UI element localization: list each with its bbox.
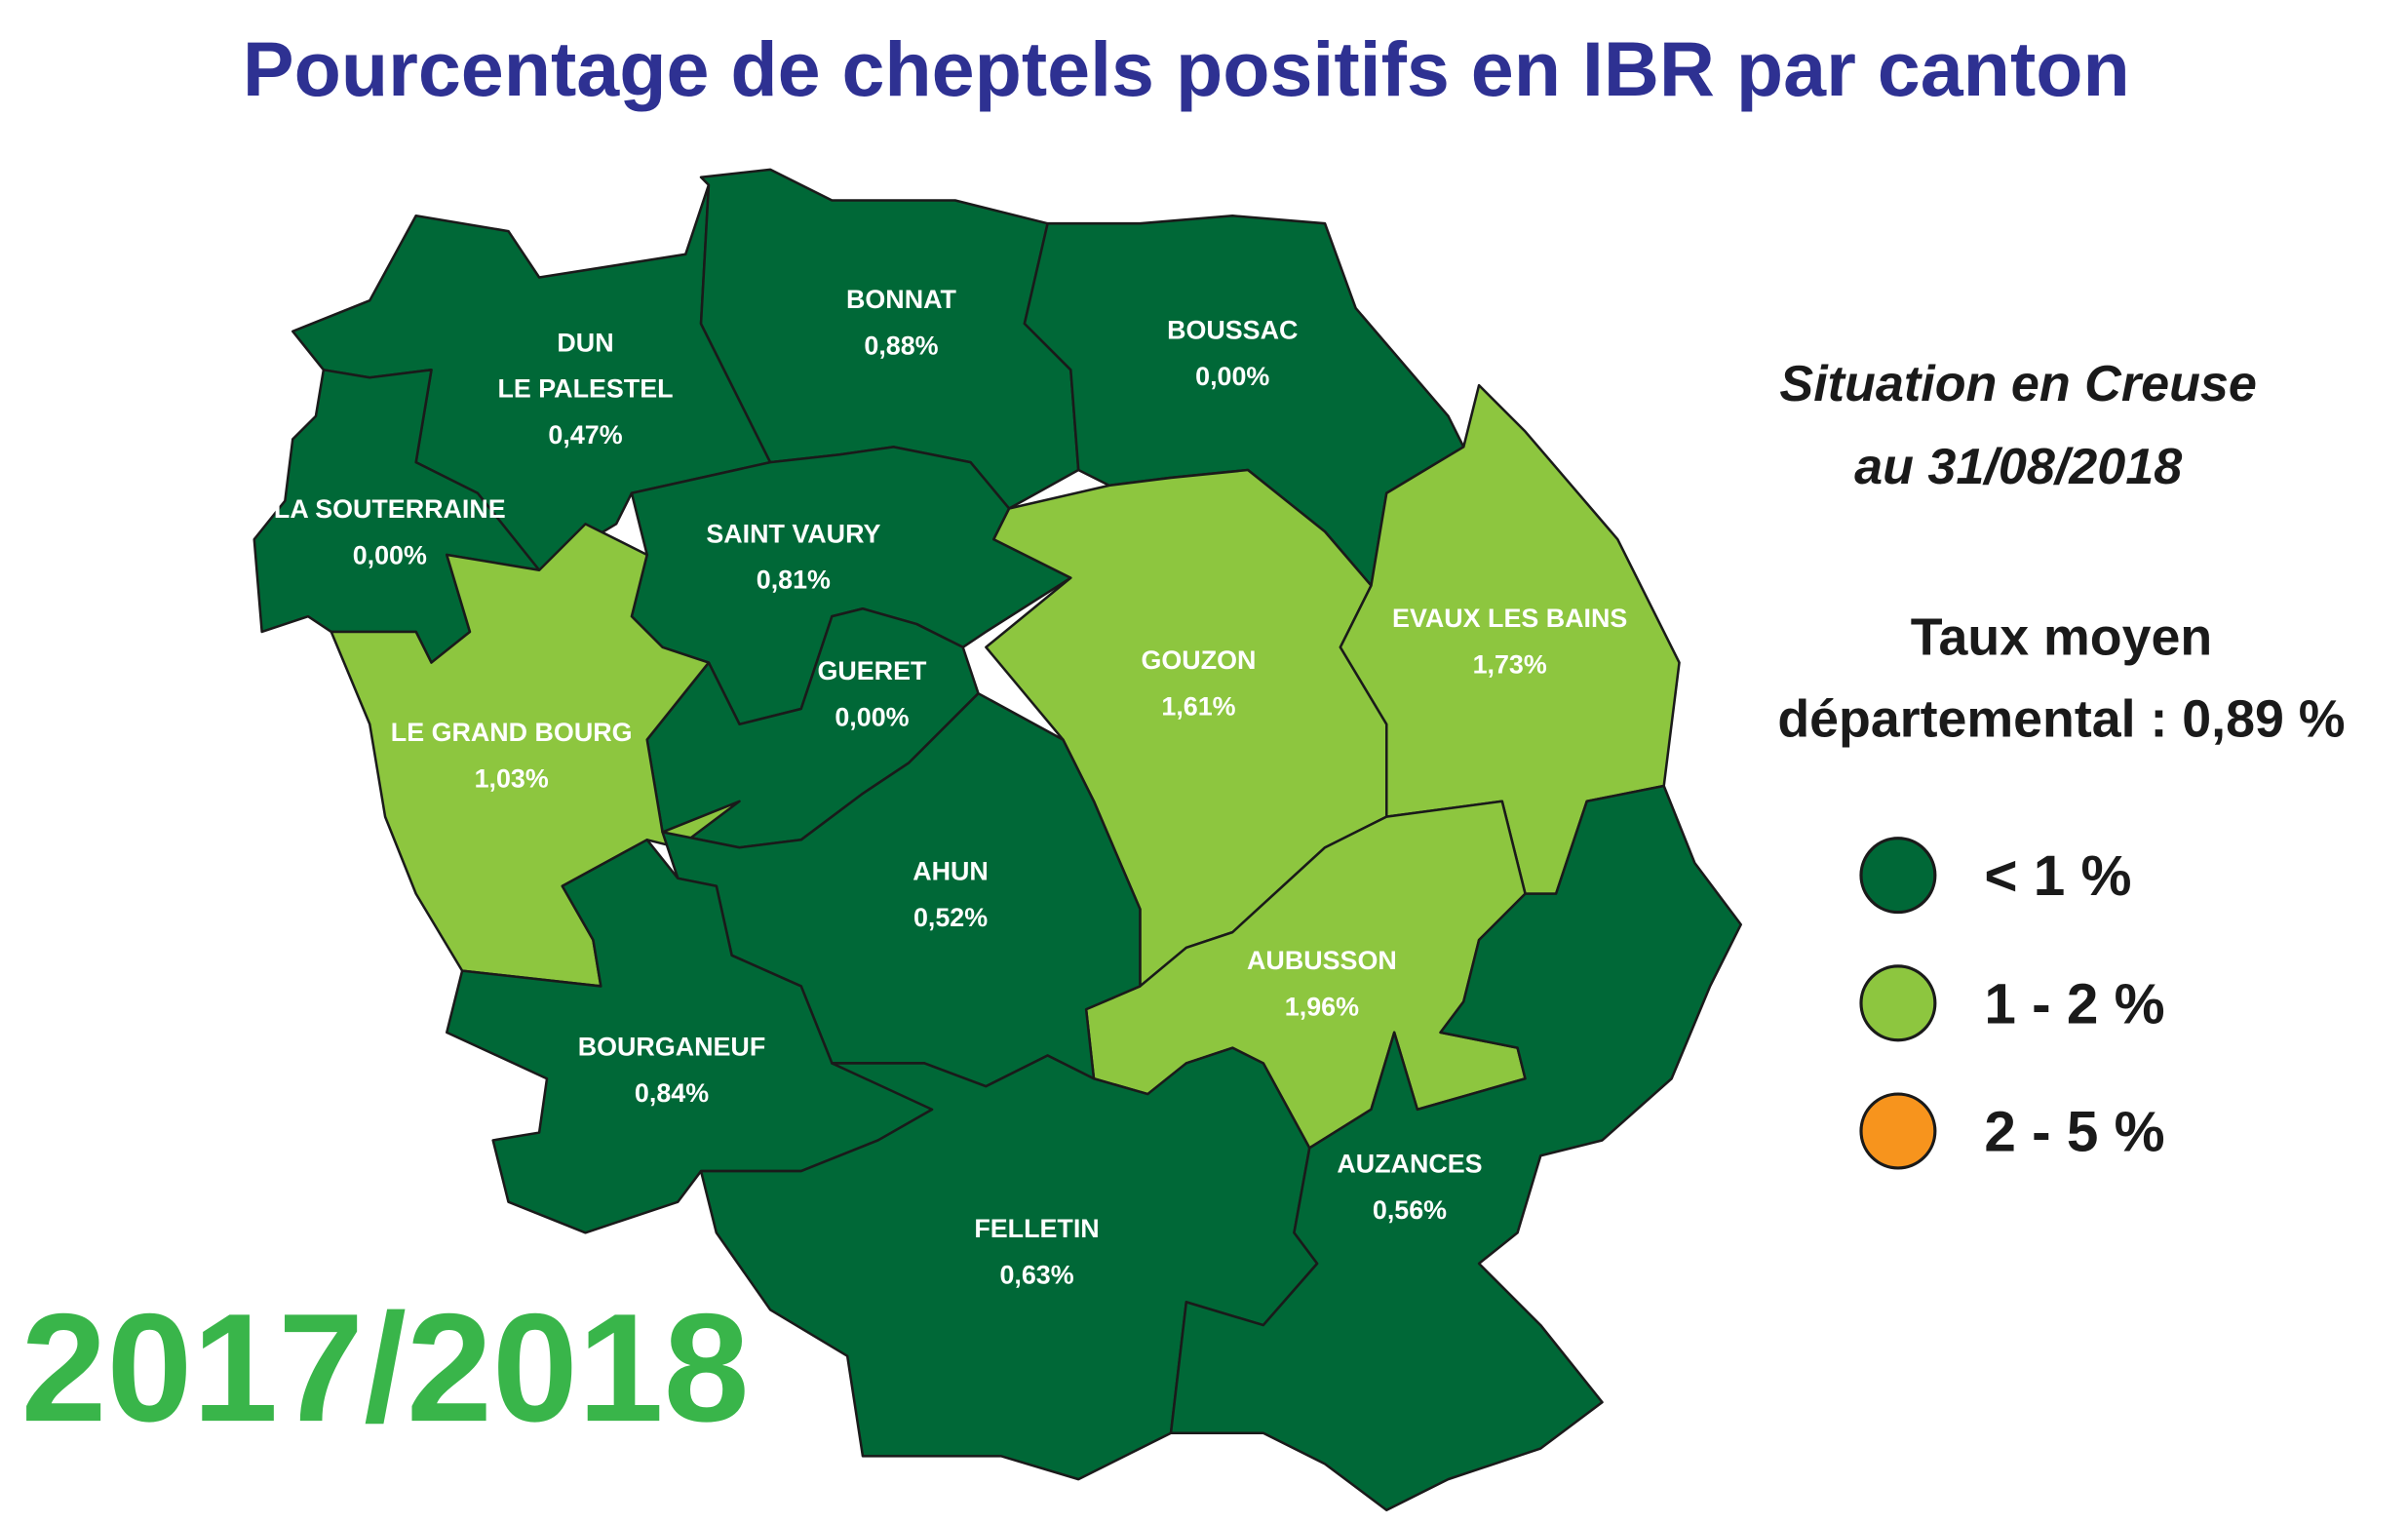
canton-area (1169, 784, 1742, 1511)
canton-value: 0,00% (835, 702, 909, 731)
canton-name: DUN (557, 328, 613, 357)
canton-value: 1,03% (475, 764, 549, 794)
legend-label: 2 - 5 % (1984, 1101, 2164, 1164)
canton-value: 0,00% (1195, 362, 1269, 391)
canton-value: 0,88% (864, 332, 938, 361)
canton-name: FELLETIN (974, 1214, 1099, 1243)
canton-name: AHUN (913, 856, 989, 885)
canton-value: 0,52% (913, 903, 988, 932)
legend-swatch (1859, 1092, 1937, 1170)
legend-swatch (1859, 837, 1937, 915)
canton-value: 1,96% (1285, 992, 1359, 1021)
legend-label: < 1 % (1984, 844, 2131, 908)
canton-value: 1,73% (1473, 650, 1547, 680)
canton-value: 0,00% (353, 540, 427, 569)
situation-line: au 31/08/2018 (1854, 439, 2182, 495)
canton-value: 0,47% (548, 420, 622, 449)
canton-name: GOUZON (1142, 645, 1257, 675)
canton-name: GUERET (817, 656, 927, 685)
canton-name: LA SOUTERRAINE (274, 494, 506, 524)
canton-name: AUBUSSON (1247, 946, 1397, 975)
canton-value: 0,63% (999, 1260, 1073, 1289)
canton-name: BOUSSAC (1167, 316, 1298, 345)
average-line: départemental : 0,89 % (1777, 689, 2345, 748)
canton-name: AUZANCES (1337, 1150, 1482, 1179)
canton-area (330, 523, 741, 988)
legend-label: 1 - 2 % (1984, 972, 2164, 1036)
canton-name: EVAUX LES BAINS (1392, 604, 1627, 633)
average-line: Taux moyen (1911, 608, 2212, 667)
legend-swatch (1859, 964, 1937, 1042)
canton-name: SAINT VAURY (706, 519, 880, 548)
canton-name: LE PALESTEL (497, 374, 673, 404)
canton-value: 0,56% (1373, 1195, 1447, 1225)
canton-name: BONNAT (846, 285, 956, 314)
title: Pourcentage de cheptels positifs en IBR … (243, 25, 2130, 112)
canton-name: BOURGANEUF (578, 1033, 766, 1062)
cantons: DUN LE PALESTEL 0,47% LA SOUTERRAINE 0,00% BO… (252, 168, 1742, 1511)
canton-area (699, 168, 1080, 510)
year: 2017/2018 (21, 1282, 750, 1454)
legend: < 1 % 1 - 2 % 2 - 5 % (1859, 837, 2165, 1170)
canton-value: 1,61% (1161, 691, 1235, 721)
situation-line: Situation en Creuse (1779, 356, 2257, 412)
canton-value: 0,81% (757, 566, 831, 595)
canton-name: LE GRAND BOURG (391, 718, 633, 747)
canton-value: 0,84% (635, 1078, 709, 1108)
